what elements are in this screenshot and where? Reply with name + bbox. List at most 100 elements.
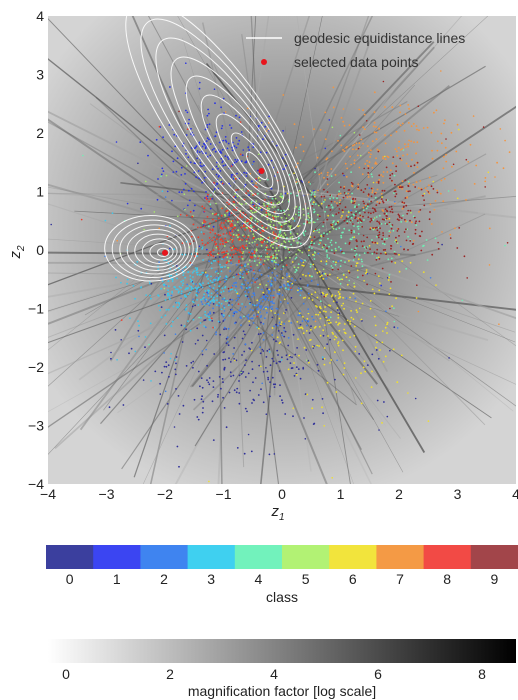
scatter-point bbox=[385, 213, 388, 215]
scatter-point bbox=[244, 183, 247, 186]
scatter-point bbox=[259, 263, 262, 266]
scatter-point bbox=[120, 339, 122, 341]
scatter-point bbox=[345, 194, 347, 197]
scatter-point bbox=[418, 210, 420, 213]
scatter-point bbox=[380, 252, 382, 255]
field-streak bbox=[243, 16, 270, 195]
scatter-point bbox=[156, 198, 159, 201]
scatter-point bbox=[442, 167, 445, 170]
scatter-point bbox=[227, 287, 230, 290]
scatter-point bbox=[175, 388, 177, 390]
scatter-point bbox=[382, 201, 385, 204]
scatter-point bbox=[276, 257, 279, 259]
scatter-point bbox=[353, 236, 356, 239]
scatter-point bbox=[251, 211, 254, 214]
scatter-point bbox=[346, 319, 349, 322]
scatter-point bbox=[203, 219, 206, 222]
scatter-point bbox=[294, 213, 297, 216]
scatter-point bbox=[170, 294, 173, 297]
scatter-point bbox=[259, 311, 261, 314]
scatter-point bbox=[211, 168, 214, 171]
field-streak bbox=[251, 237, 516, 343]
scatter-point bbox=[328, 319, 331, 322]
scatter-point bbox=[175, 288, 177, 291]
scatter-point bbox=[220, 270, 223, 273]
scatter-point bbox=[321, 246, 324, 249]
scatter-point bbox=[361, 173, 364, 176]
scatter-point bbox=[238, 392, 241, 394]
scatter-point bbox=[206, 364, 209, 367]
scatter-point bbox=[213, 326, 216, 329]
scatter-point bbox=[244, 265, 246, 268]
scatter-point bbox=[303, 234, 306, 237]
scatter-point bbox=[396, 242, 399, 244]
scatter-point bbox=[373, 111, 376, 113]
scatter-point bbox=[254, 219, 257, 222]
scatter-point bbox=[144, 346, 146, 349]
scatter-point bbox=[384, 142, 387, 145]
scatter-point bbox=[197, 370, 200, 373]
scatter-point bbox=[173, 286, 176, 288]
scatter-point bbox=[488, 227, 491, 230]
scatter-point bbox=[185, 214, 188, 217]
scatter-point bbox=[249, 230, 252, 232]
scatter-point bbox=[407, 392, 409, 394]
scatter-point bbox=[200, 298, 202, 301]
field-streak bbox=[286, 282, 516, 311]
scatter-point bbox=[305, 275, 307, 277]
scatter-point bbox=[242, 251, 245, 253]
scatter-point bbox=[241, 283, 244, 286]
scatter-point bbox=[294, 353, 297, 356]
scatter-point bbox=[201, 181, 204, 184]
scatter-point bbox=[385, 253, 387, 256]
scatter-point bbox=[265, 226, 267, 229]
scatter-point bbox=[346, 222, 349, 225]
scatter-point bbox=[212, 326, 214, 329]
scatter-point bbox=[280, 209, 283, 212]
scatter-point bbox=[355, 239, 358, 242]
scatter-point bbox=[319, 239, 321, 242]
scatter-point bbox=[235, 160, 238, 163]
scatter-point bbox=[223, 305, 225, 307]
scatter-point bbox=[195, 283, 197, 286]
scatter-point bbox=[414, 222, 417, 225]
scatter-point bbox=[137, 329, 140, 332]
scatter-point bbox=[257, 237, 260, 240]
scatter-point bbox=[198, 151, 201, 154]
scatter-point bbox=[350, 184, 353, 187]
class-swatch bbox=[423, 545, 472, 569]
field-streak bbox=[48, 183, 227, 238]
scatter-point bbox=[162, 136, 165, 139]
scatter-point bbox=[387, 279, 390, 281]
scatter-point bbox=[190, 187, 193, 190]
scatter-point bbox=[449, 237, 452, 239]
equidistance-line bbox=[245, 151, 268, 181]
field-streak bbox=[244, 16, 257, 217]
scatter-point bbox=[271, 376, 274, 379]
scatter-point bbox=[220, 238, 223, 241]
scatter-point bbox=[268, 208, 271, 210]
scatter-point bbox=[261, 348, 264, 351]
scatter-point bbox=[376, 229, 379, 232]
scatter-point bbox=[158, 261, 160, 263]
scatter-point bbox=[257, 257, 259, 260]
scatter-point bbox=[206, 137, 209, 140]
scatter-point bbox=[201, 350, 204, 352]
scatter-point bbox=[219, 170, 222, 172]
scatter-point bbox=[253, 226, 255, 228]
scatter-point bbox=[279, 232, 281, 234]
scatter-point bbox=[381, 209, 384, 211]
scatter-point bbox=[332, 221, 334, 224]
scatter-point bbox=[280, 286, 283, 288]
scatter-point bbox=[367, 172, 370, 174]
scatter-point bbox=[309, 190, 312, 192]
scatter-point bbox=[191, 271, 194, 274]
x-axis-label: z1 bbox=[270, 503, 284, 523]
scatter-point bbox=[374, 227, 377, 229]
scatter-point bbox=[192, 318, 195, 321]
scatter-point bbox=[371, 239, 373, 241]
scatter-point bbox=[352, 148, 354, 151]
scatter-point bbox=[398, 270, 401, 273]
scatter-point bbox=[270, 280, 273, 282]
scatter-point bbox=[362, 126, 364, 129]
